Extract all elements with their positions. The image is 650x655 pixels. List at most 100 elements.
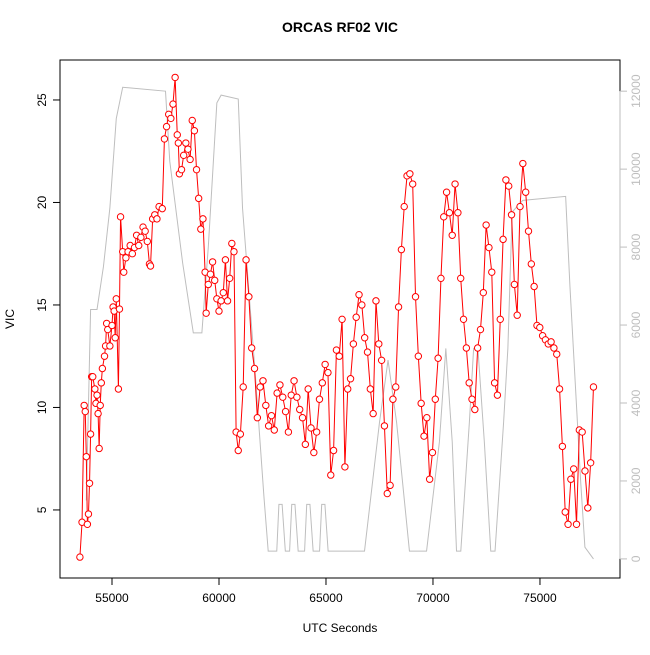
data-point xyxy=(276,381,284,389)
data-point xyxy=(143,237,152,246)
data-point xyxy=(162,122,171,131)
data-point xyxy=(108,321,116,330)
data-point xyxy=(315,395,324,403)
data-point xyxy=(462,344,471,352)
data-point xyxy=(284,428,293,436)
y2-tick-label: 12000 xyxy=(629,74,643,108)
data-point xyxy=(355,291,363,299)
data-point xyxy=(296,405,304,414)
data-point xyxy=(250,364,259,373)
data-point xyxy=(174,139,183,147)
data-point xyxy=(572,520,581,528)
data-point xyxy=(420,432,428,440)
data-point xyxy=(327,471,335,479)
data-point xyxy=(264,422,273,430)
data-point xyxy=(137,233,145,242)
data-point xyxy=(245,293,253,301)
x-axis-label: UTC Seconds xyxy=(303,621,378,635)
data-point xyxy=(89,373,97,381)
data-point xyxy=(372,297,380,305)
data-point xyxy=(106,342,114,350)
data-point xyxy=(225,274,234,283)
data-point xyxy=(80,401,88,410)
data-point xyxy=(184,145,192,153)
data-point xyxy=(85,479,94,487)
data-point xyxy=(507,211,516,219)
data-point xyxy=(459,315,468,324)
data-point xyxy=(485,243,493,252)
data-point xyxy=(564,520,572,528)
data-point xyxy=(86,430,95,438)
data-point xyxy=(553,350,561,358)
data-point xyxy=(91,385,99,393)
data-point xyxy=(431,395,439,403)
data-point xyxy=(223,297,232,305)
x-tick-label: 65000 xyxy=(309,591,343,605)
data-point xyxy=(437,274,445,283)
data-point xyxy=(279,393,287,401)
data-point xyxy=(281,407,290,416)
data-point xyxy=(135,241,143,250)
data-point xyxy=(352,313,360,321)
data-point xyxy=(380,422,389,430)
data-point xyxy=(324,368,332,377)
data-point xyxy=(434,354,442,362)
data-point xyxy=(394,303,403,311)
data-point xyxy=(414,352,423,360)
data-point xyxy=(215,307,223,315)
data-point xyxy=(502,176,510,184)
data-point xyxy=(400,202,408,211)
data-point xyxy=(204,280,212,289)
data-point xyxy=(146,262,155,270)
data-point xyxy=(94,409,102,418)
data-point xyxy=(513,311,521,319)
data-point xyxy=(490,379,499,387)
data-point xyxy=(158,204,166,213)
y-tick-label: 25 xyxy=(35,93,49,107)
data-point xyxy=(377,356,386,365)
data-point xyxy=(83,520,92,528)
data-point xyxy=(304,385,312,393)
data-point xyxy=(445,209,454,217)
data-point xyxy=(259,377,267,385)
data-point xyxy=(349,340,358,348)
data-point xyxy=(476,325,485,334)
data-point xyxy=(97,379,105,387)
data-point xyxy=(428,448,437,457)
data-point xyxy=(120,268,128,276)
data-point xyxy=(488,268,496,276)
data-point xyxy=(442,188,451,196)
data-point xyxy=(202,309,210,317)
data-point xyxy=(482,221,490,229)
data-point xyxy=(358,301,366,309)
y-axis-label: VIC xyxy=(3,309,17,329)
data-point xyxy=(206,270,215,278)
chart-title: ORCAS RF02 VIC xyxy=(282,19,398,35)
data-point xyxy=(468,395,476,403)
data-point xyxy=(208,258,217,266)
data-point xyxy=(82,452,91,461)
x-tick-label: 55000 xyxy=(95,591,129,605)
data-point xyxy=(153,215,161,223)
data-point xyxy=(567,475,575,483)
data-point xyxy=(128,250,137,258)
data-point xyxy=(451,180,459,188)
data-point xyxy=(194,194,203,203)
data-point xyxy=(329,446,338,455)
data-point xyxy=(335,352,343,360)
data-point xyxy=(589,383,598,391)
y2-tick-label: 4000 xyxy=(629,389,643,416)
data-point xyxy=(173,131,181,139)
data-point xyxy=(555,385,564,393)
data-point xyxy=(273,389,281,397)
data-point xyxy=(111,334,119,342)
data-point xyxy=(536,323,544,332)
data-point xyxy=(448,231,456,239)
data-point xyxy=(375,340,383,348)
data-point xyxy=(510,280,519,289)
data-point xyxy=(578,428,586,436)
data-point xyxy=(558,442,567,451)
data-point xyxy=(81,407,89,416)
data-point xyxy=(363,348,372,356)
